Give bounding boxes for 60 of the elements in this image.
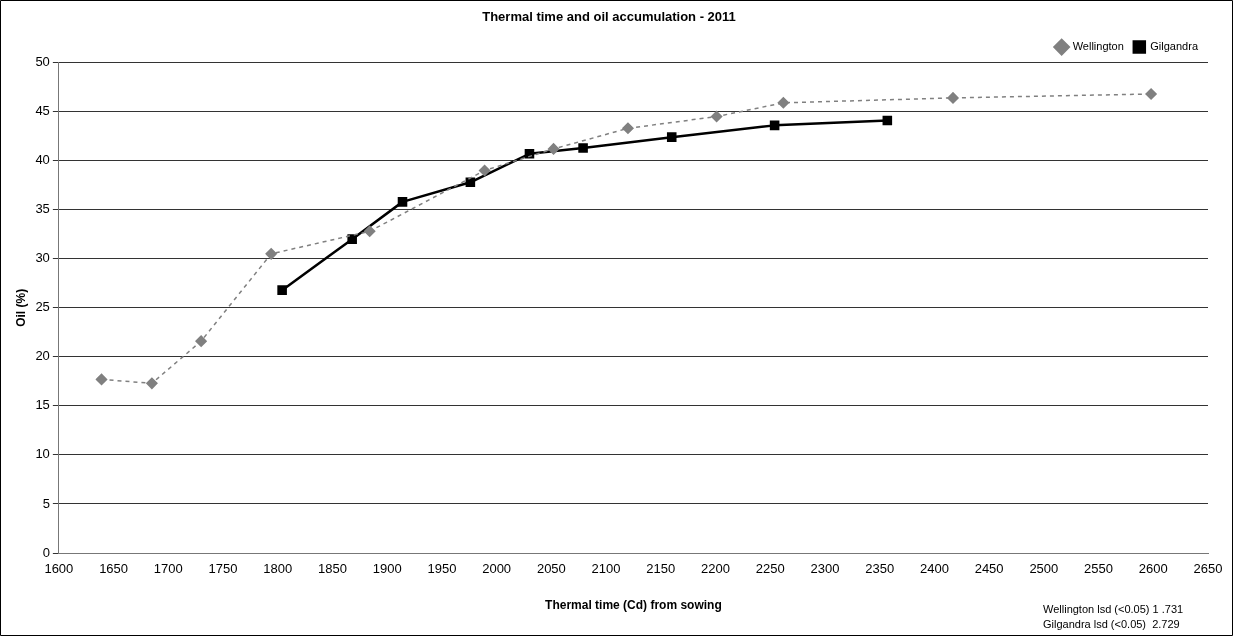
point	[397, 197, 408, 207]
y-tick-label: 35	[35, 201, 50, 217]
x-tick-label: 2300	[810, 561, 840, 577]
y-tick-label: 15	[35, 397, 50, 413]
legend-label: Wellington	[1072, 40, 1124, 53]
x-tick-label: 1850	[318, 561, 347, 577]
y-tick-label: 5	[42, 495, 50, 511]
x-tick-label: 1650	[99, 561, 129, 577]
x-tick-label: 2550	[1084, 561, 1114, 577]
y-tick-label: 20	[35, 348, 50, 364]
x-tick-label: 1600	[44, 561, 74, 577]
point	[666, 132, 677, 142]
x-tick-label: 2500	[1029, 561, 1059, 577]
x-tick-label: 2400	[919, 561, 949, 577]
x-tick-label: 1750	[208, 561, 238, 577]
legend-label: Gilgandra	[1150, 40, 1199, 53]
point	[265, 248, 277, 260]
point	[578, 143, 588, 153]
x-tick-label: 2250	[755, 561, 785, 577]
point	[95, 373, 108, 386]
point	[710, 110, 723, 123]
point	[622, 122, 634, 135]
point	[547, 143, 560, 155]
y-tick-label: 45	[35, 103, 50, 119]
point	[465, 177, 476, 188]
y-tick-label: 10	[35, 446, 50, 462]
text: Gilgandra lsd (<0.05) 2.729	[1043, 618, 1180, 630]
point	[777, 97, 790, 109]
x-tick-label: 1700	[153, 561, 183, 577]
chart-title: Thermal time and oil accumulation - 2011	[482, 9, 736, 25]
x-tick-label: 1950	[427, 561, 457, 577]
x-tick-label: 2650	[1193, 561, 1223, 577]
y-tick-label: 0	[42, 544, 50, 560]
y-axis-title: Oil (%)	[13, 288, 28, 327]
text: Wellington lsd (<0.05) 1 .731	[1043, 603, 1184, 615]
y-tick-label: 40	[35, 152, 50, 168]
x-tick-label: 2600	[1138, 561, 1168, 577]
x-tick-label: 2150	[646, 561, 676, 577]
point	[478, 164, 491, 177]
x-tick-label: 1800	[263, 561, 293, 577]
y-tick-label: 25	[35, 299, 50, 315]
x-tick-label: 2350	[865, 561, 895, 577]
point	[146, 377, 158, 390]
x-tick-label: 2100	[591, 561, 621, 577]
x-tick-label: 2050	[536, 561, 566, 577]
y-tick-label: 30	[35, 250, 50, 266]
point	[1145, 88, 1157, 100]
x-tick-label: 2000	[482, 561, 512, 577]
point	[947, 92, 959, 104]
point	[277, 285, 287, 295]
x-tick-label: 2200	[701, 561, 730, 577]
x-tick-label: 1900	[372, 561, 402, 577]
point	[769, 120, 780, 131]
point	[195, 335, 207, 347]
point	[882, 115, 893, 126]
point	[347, 234, 357, 244]
y-tick-label: 50	[35, 54, 50, 70]
x-axis-title: Thermal time (Cd) from sowing	[545, 598, 722, 613]
x-tick-label: 2450	[974, 561, 1004, 577]
point	[363, 225, 376, 238]
